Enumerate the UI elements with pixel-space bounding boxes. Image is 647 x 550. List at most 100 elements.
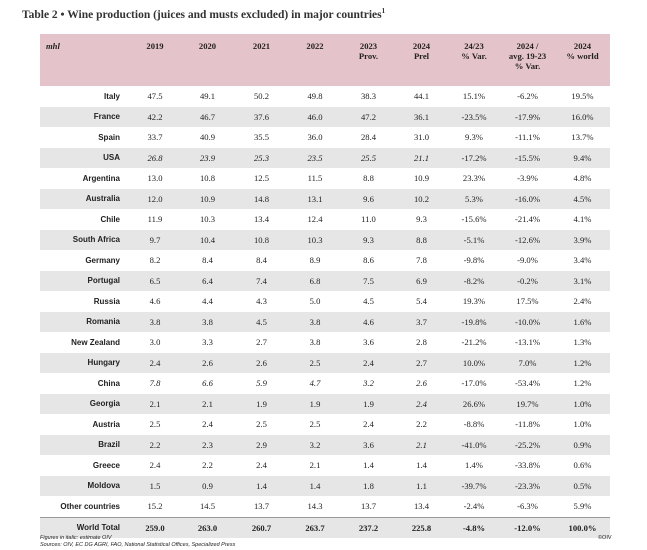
header-cell: 2024 % world — [555, 34, 610, 86]
table-row: Brazil 2.2 2.3 2.9 3.2 3.6 2.1 -41.0% -25.2% 0.9% — [40, 434, 610, 455]
cell: 14.3 — [307, 501, 323, 512]
cell: 7.0% — [500, 352, 555, 373]
cell: 14.8 — [235, 188, 288, 209]
row-label: Argentina — [82, 173, 120, 183]
cell: 7.4 — [235, 270, 288, 291]
row-label: Greece — [92, 460, 120, 470]
table-row: USA 26.8 23.9 25.3 23.5 25.5 21.1 -17.2% -15.5% 9… — [40, 147, 610, 168]
title-block: Table 2 • Wine production (juices and mu… — [22, 7, 385, 21]
cell: 10.3 — [288, 229, 342, 250]
cell: 9.6 — [342, 188, 395, 209]
cell: 1.9 — [288, 393, 342, 414]
cell: 0.5% — [555, 475, 610, 496]
cell: 13.4 — [253, 214, 270, 225]
cell: -2.4% — [463, 501, 485, 512]
cell: 2.2 — [202, 460, 213, 471]
footnote: Figures in italic: estimate OIV — [40, 535, 112, 541]
cell: -39.7% — [448, 475, 500, 496]
cell: 6.6 — [202, 378, 213, 389]
cell: 1.4 — [235, 475, 288, 496]
cell: 5.9 — [256, 378, 267, 389]
cell: 47.2 — [342, 106, 395, 127]
cell: 36.1 — [395, 106, 448, 127]
cell: -9.8% — [463, 255, 485, 266]
cell: 2.1 — [395, 434, 448, 455]
title: Table 2 • Wine production (juices and mu… — [22, 8, 382, 21]
cell: 11.0 — [361, 214, 376, 225]
cell: 3.7 — [395, 311, 448, 332]
cell: 9.4% — [555, 147, 610, 168]
cell: 31.0 — [413, 132, 430, 143]
cell: 5.4 — [416, 296, 427, 307]
cell: -15.6% — [461, 214, 487, 225]
cell: -12.0% — [500, 516, 555, 538]
table-row: Australia 12.0 10.9 14.8 13.1 9.6 10.2 5.3% -16.… — [40, 188, 610, 209]
cell: 15.2 — [147, 501, 163, 512]
cell: 8.8 — [363, 173, 374, 184]
cell: 5.0 — [309, 296, 321, 307]
table-row: Chile 11.9 10.3 13.4 12.4 11.0 9.3 -15.6% -21.4%… — [40, 209, 610, 230]
cell: -13.1% — [514, 337, 541, 348]
cell: 263.0 — [180, 516, 235, 538]
row-label: Italy — [103, 91, 120, 101]
cell: 100.0% — [555, 516, 610, 538]
cell: 2.8 — [416, 337, 427, 348]
cell: 263.7 — [288, 516, 342, 538]
title-note: 1 — [381, 7, 386, 15]
cell: 1.6% — [555, 311, 610, 332]
cell: 25.5 — [342, 147, 395, 168]
cell: 3.6 — [342, 434, 395, 455]
table-row: New Zealand 3.0 3.3 2.7 3.8 3.6 2.8 -21.2% -13.1… — [40, 332, 610, 353]
cell: 3.8 — [288, 311, 342, 332]
table-row: China 7.8 6.6 5.9 4.7 3.2 2.6 -17.0% -53.4% 1.2% — [40, 373, 610, 394]
cell: 19.3% — [462, 296, 486, 307]
cell: 2.4 — [202, 419, 213, 430]
cell: 5.9% — [573, 501, 592, 512]
cell: 1.4 — [416, 460, 427, 471]
copyright: ©OIV — [598, 535, 612, 541]
table-row: Russia 4.6 4.4 4.3 5.0 4.5 5.4 19.3% 17.5% 2.4% — [40, 291, 610, 312]
cell: 225.8 — [395, 516, 448, 538]
cell: -9.0% — [517, 255, 538, 266]
cell: 3.0 — [149, 337, 161, 348]
cell: 0.9 — [180, 475, 235, 496]
cell: 46.0 — [288, 106, 342, 127]
cell: -15.5% — [500, 147, 555, 168]
cell: 2.5 — [149, 419, 161, 430]
cell: 16.0% — [555, 106, 610, 127]
cell: 37.6 — [235, 106, 288, 127]
cell: 1.4 — [288, 475, 342, 496]
table-row: France 42.2 46.7 37.6 46.0 47.2 36.1 -23.5% -17.… — [40, 106, 610, 127]
table-row: World Total 259.0 263.0 260.7 263.7 237.2 225.… — [40, 516, 610, 538]
cell: 9.7 — [130, 229, 180, 250]
cell: 237.2 — [342, 516, 395, 538]
row-label: USA — [40, 147, 130, 168]
cell: 35.5 — [253, 132, 270, 143]
cell: 259.0 — [130, 516, 180, 538]
table-row: Romania 3.8 3.8 4.5 3.8 4.6 3.7 -19.8% -10.0% 1.6… — [40, 311, 610, 332]
cell: 10.4 — [180, 229, 235, 250]
row-label: South Africa — [40, 229, 130, 250]
cell: -5.1% — [448, 229, 500, 250]
cell: -3.9% — [517, 173, 538, 184]
cell: 2.7 — [395, 352, 448, 373]
row-label: Austria — [92, 419, 120, 429]
cell: 1.2% — [573, 378, 592, 389]
cell: 21.1 — [395, 147, 448, 168]
cell: 2.6 — [235, 352, 288, 373]
cell: 10.9 — [180, 188, 235, 209]
cell: -17.9% — [500, 106, 555, 127]
cell: 11.5 — [307, 173, 323, 184]
cell: 10.0% — [448, 352, 500, 373]
cell: 12.4 — [307, 214, 323, 225]
cell: 8.9 — [309, 255, 321, 266]
cell: 4.8% — [573, 173, 592, 184]
row-label: Brazil — [40, 434, 130, 455]
row-label: France — [40, 106, 130, 127]
header-cell: 2024 Prel — [395, 34, 448, 86]
row-label: Moldova — [40, 475, 130, 496]
cell: 0.9% — [555, 434, 610, 455]
table-row: Portugal 6.5 6.4 7.4 6.8 7.5 6.9 -8.2% -0.2% 3.1% — [40, 270, 610, 291]
cell: 2.4 — [256, 460, 267, 471]
